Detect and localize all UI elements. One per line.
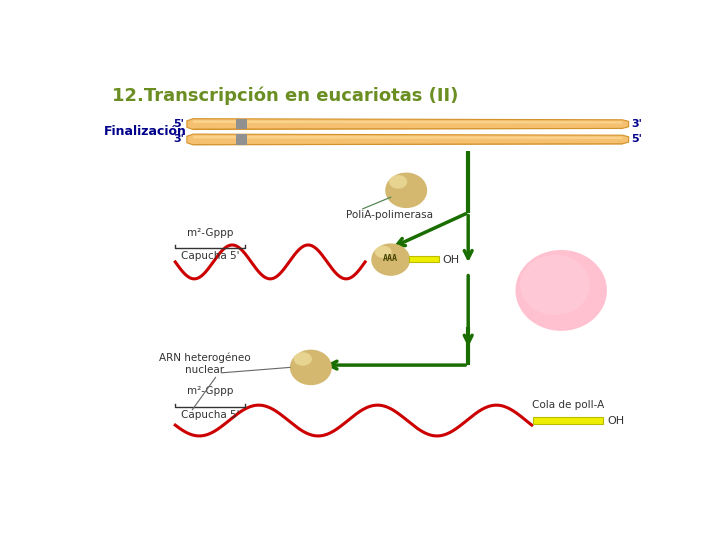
Text: 5': 5'	[173, 119, 184, 129]
Ellipse shape	[520, 255, 590, 315]
Polygon shape	[193, 136, 622, 139]
Text: m²-Gppp: m²-Gppp	[187, 386, 233, 396]
Ellipse shape	[291, 350, 331, 384]
Text: 3': 3'	[173, 134, 184, 145]
Text: Cola de polI-A: Cola de polI-A	[532, 400, 604, 410]
Bar	[235, 119, 246, 130]
Bar	[534, 417, 603, 424]
Text: 12.Transcripción en eucariotas (II): 12.Transcripción en eucariotas (II)	[112, 86, 458, 105]
Ellipse shape	[516, 250, 607, 331]
Text: PoliA-polimerasa: PoliA-polimerasa	[346, 210, 433, 220]
Ellipse shape	[386, 173, 426, 207]
Text: m²-Gppp: m²-Gppp	[187, 228, 233, 238]
Ellipse shape	[389, 175, 408, 188]
Text: Capucha 5': Capucha 5'	[181, 410, 239, 420]
Ellipse shape	[375, 246, 392, 258]
Bar	[235, 134, 246, 145]
Text: OH: OH	[443, 255, 460, 265]
Text: 3': 3'	[631, 119, 642, 129]
Text: Finalización: Finalización	[104, 125, 186, 138]
Bar	[409, 256, 438, 262]
Ellipse shape	[294, 352, 312, 366]
Polygon shape	[187, 119, 629, 130]
Text: AAA: AAA	[383, 254, 398, 262]
Text: OH: OH	[607, 416, 624, 426]
Polygon shape	[187, 134, 629, 145]
Text: 5': 5'	[631, 134, 642, 145]
Ellipse shape	[372, 244, 409, 275]
Text: Capucha 5': Capucha 5'	[181, 251, 239, 261]
Polygon shape	[193, 120, 622, 124]
Text: ARN heterogéneo
nuclear: ARN heterogéneo nuclear	[159, 353, 251, 375]
